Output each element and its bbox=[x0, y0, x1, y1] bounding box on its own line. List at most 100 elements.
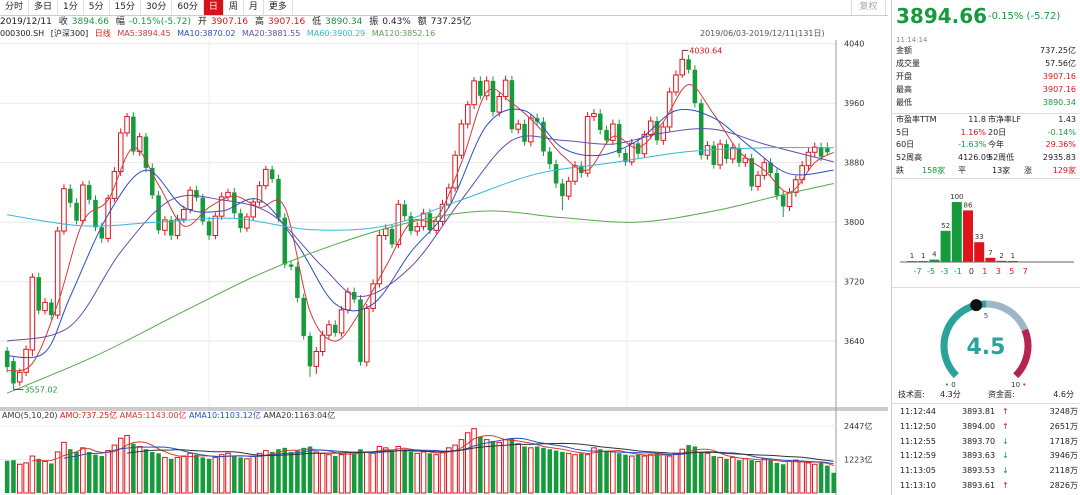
candle-body bbox=[143, 136, 149, 168]
candle-body bbox=[547, 151, 553, 165]
info-high: 3907.16 bbox=[268, 17, 306, 27]
ma10-value: MA10:3870.02 bbox=[177, 29, 236, 38]
candle-body bbox=[471, 80, 477, 106]
volume-bar bbox=[547, 449, 553, 493]
candle-body bbox=[162, 219, 168, 231]
quote-info-bar: 2019/12/11 收 3894.66 幅 -0.15%(-5.72) 开 3907… bbox=[0, 16, 888, 28]
ma-line-ma120 bbox=[6, 182, 834, 394]
distribution-label: -3 bbox=[940, 267, 948, 276]
tab-7[interactable]: 日 bbox=[203, 0, 224, 15]
candle-body bbox=[541, 121, 546, 152]
stat-row: 60日 -1.63% 今年 29.36% bbox=[896, 139, 1076, 151]
tick-price: 3893.63 bbox=[962, 451, 996, 461]
candle-body bbox=[99, 227, 105, 239]
stat-value: -1.63% bbox=[958, 140, 987, 149]
volume-bar bbox=[111, 444, 118, 494]
candle-body bbox=[80, 184, 86, 222]
quote-row: 开盘 3907.16 bbox=[896, 71, 1076, 83]
candle-body bbox=[452, 154, 458, 189]
tab-3[interactable]: 5分 bbox=[84, 0, 110, 15]
info-close-label: 收 bbox=[58, 17, 68, 27]
candle-body bbox=[250, 201, 256, 218]
tab-9[interactable]: 月 bbox=[244, 0, 264, 15]
stat-row: 市盈率TTM 11.8 市净率LF 1.43 bbox=[896, 114, 1076, 126]
stat-label: 5日 bbox=[896, 127, 910, 137]
candle-body bbox=[269, 169, 275, 180]
candle-body bbox=[389, 228, 395, 245]
tick-row: 11:12:50 3894.00 ↑ 2651万 bbox=[896, 420, 1078, 433]
tab-5[interactable]: 30分 bbox=[141, 0, 173, 15]
y-tick-label: 3720 bbox=[844, 278, 864, 287]
volume-ma-line-20 bbox=[126, 442, 834, 462]
candle-body bbox=[67, 188, 73, 203]
tab-2[interactable]: 1分 bbox=[58, 0, 84, 15]
candle-body bbox=[786, 191, 793, 208]
tab-1[interactable]: 多日 bbox=[29, 0, 59, 15]
tick-price: 3893.61 bbox=[962, 481, 996, 490]
candle-body bbox=[232, 192, 237, 214]
up-arrow-icon: ↑ bbox=[1002, 421, 1009, 431]
down-arrow-icon: ↓ bbox=[1002, 436, 1009, 446]
info-high-label: 高 bbox=[255, 17, 265, 27]
candle-body bbox=[635, 143, 641, 154]
candle-body bbox=[124, 116, 130, 134]
candle-body bbox=[433, 220, 439, 231]
tab-6[interactable]: 60分 bbox=[172, 0, 204, 15]
candle-body bbox=[117, 132, 124, 173]
tick-time: 11:12:59 bbox=[900, 451, 936, 461]
volume-legend-amo: AMO:737.25亿 bbox=[60, 410, 120, 420]
candle-body bbox=[565, 180, 572, 197]
candle-body bbox=[301, 297, 306, 336]
tab-10[interactable]: 更多 bbox=[264, 0, 293, 15]
volume-bar bbox=[319, 452, 326, 494]
volume-bar bbox=[42, 461, 48, 494]
candle-body bbox=[307, 335, 313, 367]
volume-bar bbox=[67, 449, 73, 493]
volume-bar bbox=[4, 460, 10, 493]
quote-row-value: 737.25亿 bbox=[1040, 46, 1076, 55]
stat-value: 1.16% bbox=[960, 127, 986, 137]
volume-bar bbox=[717, 456, 723, 494]
candle-body bbox=[61, 188, 67, 232]
candle-body bbox=[256, 185, 263, 203]
quote-panel: 3894.66 -0.15% (-5.72) 11:14:14 金额 737.25… bbox=[891, 0, 1080, 495]
gauge-min-label: • 0 bbox=[945, 381, 956, 388]
info-change-label: 幅 bbox=[115, 17, 125, 27]
volume-bar bbox=[200, 457, 206, 493]
candle-body bbox=[86, 184, 92, 200]
tab-8[interactable]: 周 bbox=[224, 0, 244, 15]
candle-body bbox=[515, 123, 521, 130]
volume-bar bbox=[654, 453, 660, 493]
stat-value: 11.8 bbox=[968, 115, 986, 124]
candle-body bbox=[686, 59, 691, 70]
volume-bar bbox=[553, 450, 559, 493]
volume-bar bbox=[408, 451, 414, 493]
flat-label: 平 bbox=[958, 166, 966, 175]
volume-bar bbox=[288, 451, 294, 493]
candle-body bbox=[36, 277, 41, 311]
volume-bar bbox=[761, 458, 768, 494]
volume-bar bbox=[565, 452, 572, 494]
ma-line-ma10 bbox=[7, 108, 834, 359]
volume-y-tick: 2447亿 bbox=[844, 421, 872, 431]
candle-body bbox=[313, 350, 320, 367]
info-low: 3890.34 bbox=[325, 17, 363, 27]
volume-bar bbox=[244, 458, 250, 494]
tab-0[interactable]: 分时 bbox=[0, 0, 30, 15]
fall-label: 跌 bbox=[896, 166, 904, 175]
fund-label: 资金面: bbox=[988, 390, 1015, 399]
stat-label: 今年 bbox=[988, 140, 1004, 149]
candlestick-chart[interactable]: 4040 3960 3880 3800 3720 3640 4030.64 3557.02 AM… bbox=[0, 40, 888, 495]
candle-body bbox=[17, 371, 23, 383]
volume-bar bbox=[490, 440, 496, 493]
tab-4[interactable]: 15分 bbox=[110, 0, 141, 15]
volume-bar bbox=[370, 452, 376, 494]
stat-value: -0.14% bbox=[1047, 127, 1076, 137]
current-price: 3894.66 bbox=[896, 4, 988, 28]
info-date: 2019/12/11 bbox=[0, 17, 52, 27]
quote-row: 最低 3890.34 bbox=[896, 97, 1076, 109]
distribution-bar-value: 52 bbox=[941, 222, 950, 230]
distribution-label: 0 bbox=[969, 267, 974, 276]
gauge-score: 4.5 bbox=[967, 335, 1006, 360]
toolbar-button-0[interactable]: 复权 bbox=[851, 0, 884, 15]
